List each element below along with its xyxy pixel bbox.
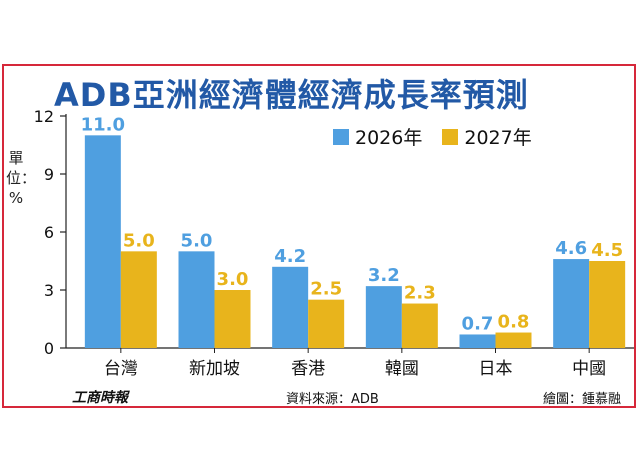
bar-2026	[178, 251, 215, 348]
x-category-label: 韓國	[385, 359, 419, 379]
bar-value-label: 4.5	[591, 240, 623, 261]
bar-value-label: 2.3	[404, 283, 436, 304]
y-tick-label: 6	[44, 223, 54, 242]
bar-value-label: 3.0	[217, 269, 249, 290]
newspaper-logo: 工商時報	[72, 390, 128, 406]
y-tick-label: 0	[44, 339, 54, 358]
bar-2027	[401, 303, 438, 348]
bar-2027	[589, 261, 626, 348]
bar-2027	[308, 299, 345, 348]
bar-value-label: 3.2	[368, 265, 400, 286]
legend-item-2027: 2027年	[442, 123, 532, 150]
bar-value-label: 5.0	[181, 230, 213, 251]
bar-2026	[84, 135, 121, 348]
bar-2026	[459, 334, 496, 348]
bar-value-label: 2.5	[310, 279, 342, 300]
bar-value-label: 0.8	[498, 312, 530, 333]
legend-label-2026: 2026年	[355, 127, 423, 149]
bar-value-label: 4.6	[555, 238, 587, 259]
legend-item-2026: 2026年	[333, 123, 422, 150]
bar-2026	[272, 266, 309, 348]
y-tick-label: 12	[34, 107, 54, 126]
x-category-label: 台灣	[104, 359, 138, 379]
bar-2026	[553, 259, 590, 348]
chart-title: ADB亞洲經濟體經濟成長率預測	[54, 76, 529, 114]
x-category-label: 中國	[572, 359, 606, 379]
bar-value-label: 5.0	[123, 230, 155, 251]
bar-value-label: 11.0	[81, 114, 125, 135]
x-category-label: 新加坡	[189, 359, 240, 379]
y-tick-label: 9	[44, 165, 54, 184]
legend: 2026年 2027年	[333, 123, 532, 150]
legend-swatch-2027	[442, 128, 459, 145]
y-tick-label: 3	[44, 281, 54, 300]
x-category-label: 日本	[479, 359, 513, 379]
data-source: 資料來源：ADB	[286, 392, 379, 407]
bar-2027	[214, 290, 251, 348]
bar-2027	[495, 332, 532, 348]
bar-value-label: 4.2	[274, 246, 306, 267]
graphic-credit: 繪圖：鍾慕融	[543, 392, 622, 407]
bar-2026	[365, 286, 402, 348]
x-category-label: 香港	[291, 359, 325, 379]
bar-value-label: 0.7	[462, 313, 494, 334]
legend-swatch-2026	[333, 128, 349, 145]
legend-label-2027: 2027年	[464, 127, 532, 149]
bar-2027	[120, 251, 157, 348]
